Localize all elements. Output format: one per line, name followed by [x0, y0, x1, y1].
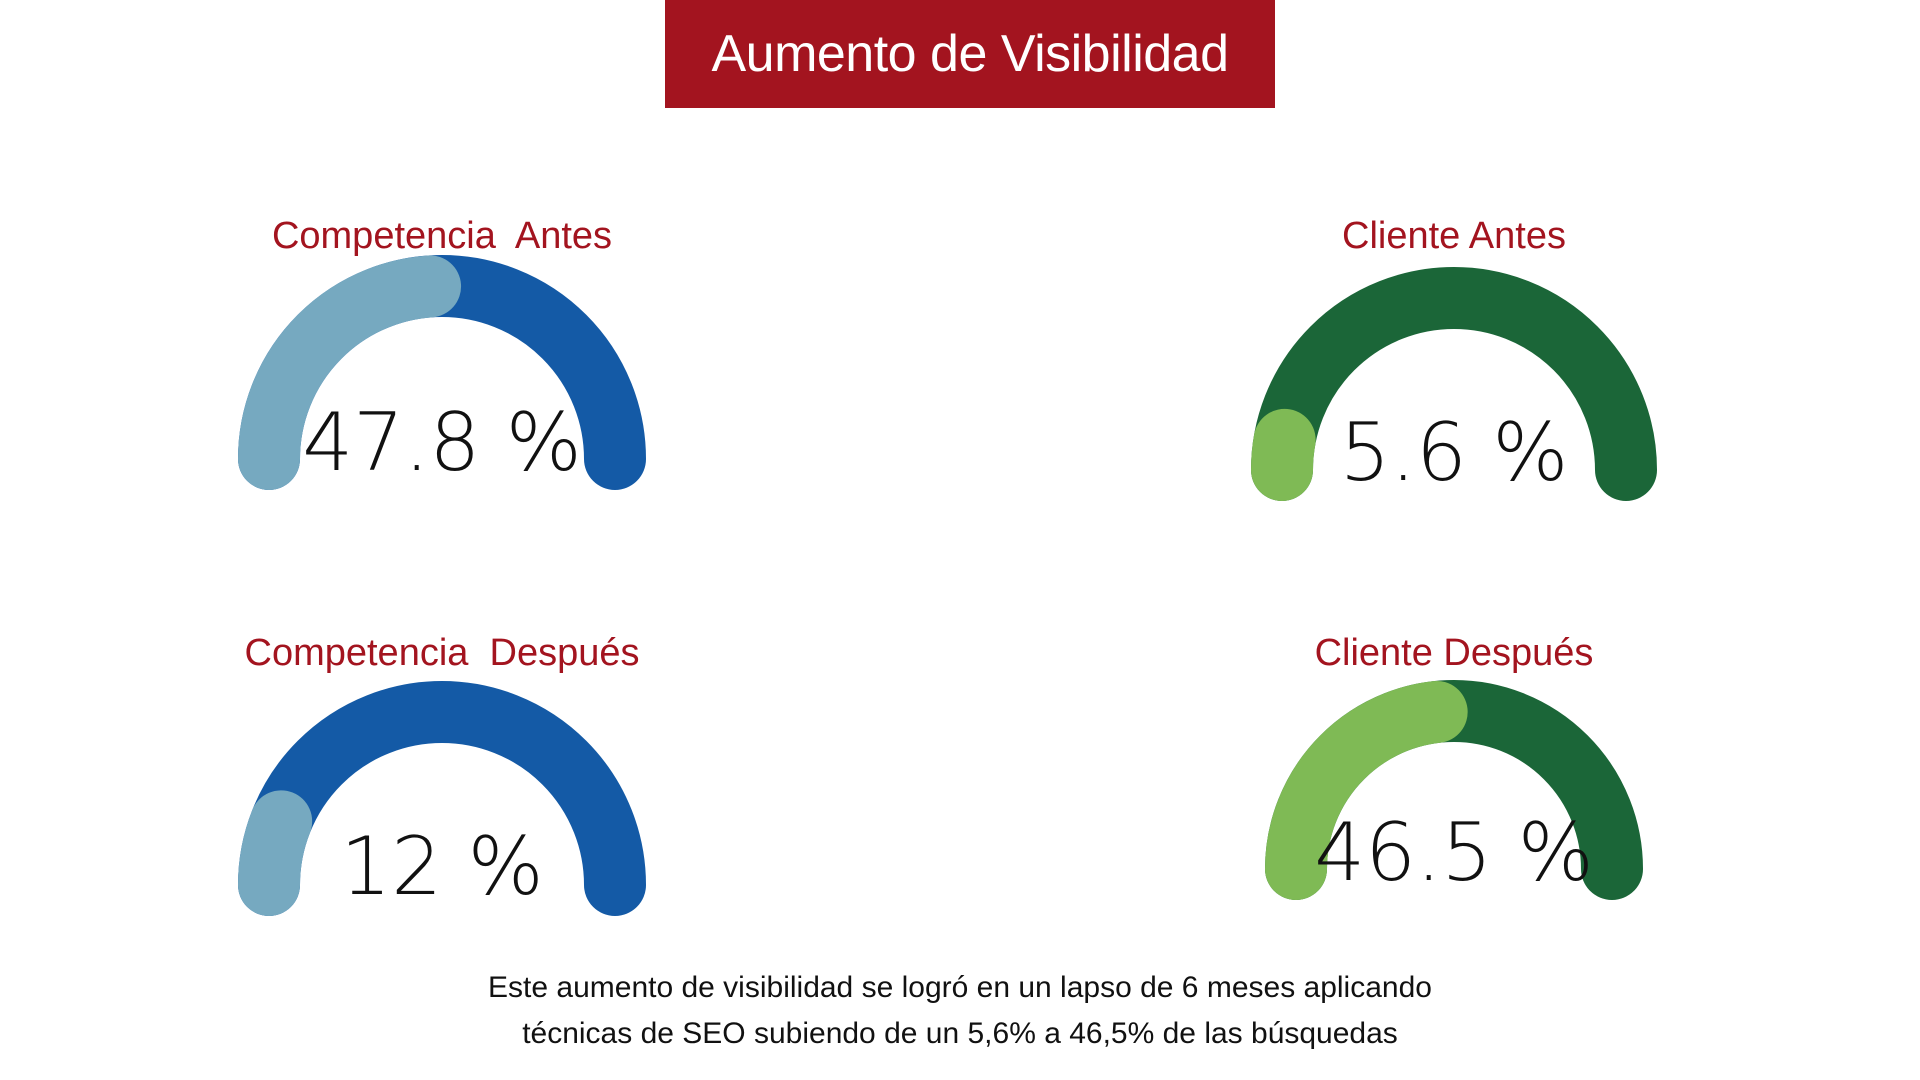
gauge-cliente-antes: [1250, 267, 1657, 501]
gauge-label-competencia-antes: Competencia Antes: [271, 215, 613, 257]
gauge-value-cliente-despues: 46.5 %: [1314, 806, 1594, 899]
gauge-competencia-antes: [238, 255, 646, 490]
caption-line-2: técnicas de SEO subiendo de un 5,6% a 46…: [522, 1017, 1398, 1050]
title-banner: Aumento de Visibilidad: [665, 0, 1275, 108]
gauge-competencia-despues: [238, 681, 646, 916]
gauge-fill: [1265, 680, 1468, 900]
gauge-track: [1251, 267, 1657, 501]
gauge-fill: [1250, 408, 1316, 501]
gauge-fill: [238, 790, 313, 916]
gauge-value-cliente-antes: 5.6 %: [1339, 406, 1569, 499]
caption-line-1: Este aumento de visibilidad se logró en …: [488, 971, 1432, 1004]
gauge-label-cliente-despues: Cliente Después: [1314, 632, 1594, 674]
page-title: Aumento de Visibilidad: [711, 25, 1229, 83]
gauge-cliente-despues: [1265, 680, 1643, 900]
gauge-label-cliente-antes: Cliente Antes: [1342, 215, 1566, 257]
gauge-fill: [238, 255, 462, 490]
gauge-label-competencia-despues: Competencia Después: [244, 632, 640, 674]
gauge-value-competencia-antes: 47.8 %: [302, 396, 582, 489]
gauge-value-competencia-despues: 12 %: [340, 820, 544, 913]
caption: Este aumento de visibilidad se logró en …: [260, 965, 1660, 1057]
